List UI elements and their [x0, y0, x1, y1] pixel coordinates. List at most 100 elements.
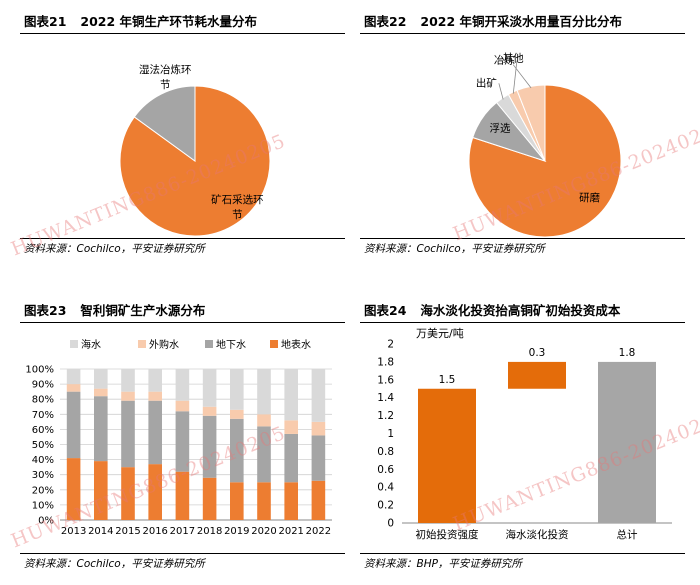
- bar-segment: [257, 369, 271, 415]
- bar-segment: [148, 464, 162, 520]
- bar-segment: [311, 369, 326, 422]
- legend-swatch: [138, 340, 146, 348]
- y-tick-label: 70%: [32, 410, 54, 421]
- bar-segment: [66, 384, 81, 392]
- y-tick-label: 30%: [32, 470, 54, 481]
- bar-segment: [121, 467, 135, 520]
- data-label: 1.5: [439, 374, 456, 386]
- stacked-bar-chart-fig23: 0%10%20%30%40%50%60%70%80%90%100%2013 201…: [25, 338, 332, 537]
- source-note: 资料来源：Cochilco，平安证券研究所: [20, 238, 345, 256]
- bar-segment: [175, 369, 190, 401]
- figure-number: 图表23: [24, 303, 67, 318]
- bar-segment: [66, 458, 81, 520]
- bar-segment: [311, 421, 326, 436]
- bar-segment: [230, 409, 244, 419]
- panel-title: 图表22 2022 年铜开采淡水用量百分比分布: [360, 12, 685, 34]
- y-tick-label: 100%: [25, 365, 54, 376]
- x-tick-label: 2013: [61, 526, 86, 537]
- bar-segment: [284, 433, 298, 483]
- pie-label: 浮选: [489, 122, 510, 135]
- pie-label-line: 矿石采选环: [211, 193, 264, 206]
- y-tick-label: 40%: [32, 455, 54, 466]
- panel-title: 图表24 海水淡化投资抬高铜矿初始投资成本: [360, 301, 685, 323]
- figure-number: 图表21: [24, 14, 67, 29]
- y-tick-label: 0.2: [377, 500, 394, 512]
- y-tick-label: 1.4: [377, 392, 394, 404]
- figure-title: 2022 年铜开采淡水用量百分比分布: [420, 14, 623, 29]
- pie-slice: [516, 84, 546, 162]
- bar-segment: [284, 420, 298, 434]
- y-tick-label: 90%: [32, 380, 54, 391]
- panel-fig23: 图表23 智利铜矿生产水源分布 0% 10% 20% 30% 40% 50% 60% 70% 80…: [20, 301, 345, 571]
- bar-segment: [284, 369, 298, 421]
- bar-segment: [94, 369, 108, 389]
- bar-segment: [148, 400, 162, 465]
- waterfall-chart-fig24: 万美元/吨 0 0.2 0.4 0.6 0.8 1 1.2 1.4 1.6 1.8 2 1.5 初始投资强…: [377, 327, 672, 541]
- leader-line: [512, 64, 532, 89]
- x-tick-label: 2016: [142, 526, 167, 537]
- bar-segment: [121, 369, 135, 392]
- bar-segment: [175, 471, 190, 520]
- legend-label: 地表水: [281, 338, 311, 351]
- y-tick-label: 0.6: [377, 464, 394, 476]
- x-tick-label: 总计: [617, 528, 638, 541]
- y-tick-label: 0.4: [377, 482, 394, 494]
- y-tick-label: 1.8: [377, 356, 394, 368]
- source-note: 资料来源：BHP，平安证券研究所: [360, 553, 685, 571]
- figure-number: 图表24: [364, 303, 407, 318]
- figure-number: 图表22: [364, 14, 407, 29]
- bar-segment: [230, 369, 244, 410]
- source-note: 资料来源：Cochilco，平安证券研究所: [20, 553, 345, 571]
- bar-segment: [66, 391, 81, 459]
- pie-label: 出矿: [476, 76, 497, 89]
- pie-slice: [133, 85, 196, 162]
- leader-line: [498, 83, 504, 100]
- y-tick-label: 1.6: [377, 374, 394, 386]
- pie-label-line: 湿法冶炼环: [139, 63, 192, 76]
- bar-segment: [66, 369, 81, 385]
- x-tick-label: 2019: [224, 526, 249, 537]
- bar-segment: [230, 482, 244, 520]
- data-label: 1.8: [619, 347, 636, 359]
- y-axis-unit-label: 万美元/吨: [416, 327, 464, 340]
- panel-title: 图表23 智利铜矿生产水源分布: [20, 301, 345, 323]
- x-tick-label: 初始投资强度: [416, 528, 479, 541]
- figure-title: 智利铜矿生产水源分布: [80, 303, 206, 318]
- panel-title: 图表21 2022 年铜生产环节耗水量分布: [20, 12, 345, 34]
- pie-label: 湿法冶炼环节: [139, 63, 192, 91]
- bar-segment: [311, 480, 326, 520]
- y-tick-label: 1: [387, 428, 394, 440]
- bar-segment: [202, 369, 217, 407]
- source-note: 资料来源：Cochilco，平安证券研究所: [360, 238, 685, 256]
- x-tick-label: 2017: [170, 526, 195, 537]
- bar-segment: [94, 396, 108, 462]
- y-tick-label: 10%: [32, 500, 54, 511]
- bar-segment: [148, 391, 162, 401]
- y-tick-label: 80%: [32, 395, 54, 406]
- x-tick-label: 2015: [115, 526, 140, 537]
- x-tick-label: 2022: [306, 526, 331, 537]
- figure-title: 2022 年铜生产环节耗水量分布: [80, 14, 258, 29]
- figure-title: 海水淡化投资抬高铜矿初始投资成本: [420, 303, 621, 318]
- bar-segment: [121, 391, 135, 401]
- x-tick-label: 2014: [88, 526, 113, 537]
- bar-segment: [202, 477, 217, 520]
- bar-segment: [257, 414, 271, 427]
- pie-label: 研磨: [579, 192, 600, 204]
- y-tick-label: 2: [387, 339, 394, 351]
- x-tick-label: 2018: [197, 526, 222, 537]
- y-tick-label: 0%: [38, 516, 54, 527]
- bar-segment: [94, 461, 108, 520]
- bar-segment: [284, 482, 298, 520]
- bar-segment: [257, 482, 271, 520]
- bar-segment: [94, 388, 108, 397]
- pie-label: 冶炼: [494, 54, 516, 67]
- bar-segment: [311, 435, 326, 481]
- leader-line: [512, 60, 518, 94]
- y-tick-label: 20%: [32, 485, 54, 496]
- y-tick-label: 1.2: [377, 410, 394, 422]
- bar-segment: [257, 426, 271, 483]
- legend-swatch: [70, 340, 78, 348]
